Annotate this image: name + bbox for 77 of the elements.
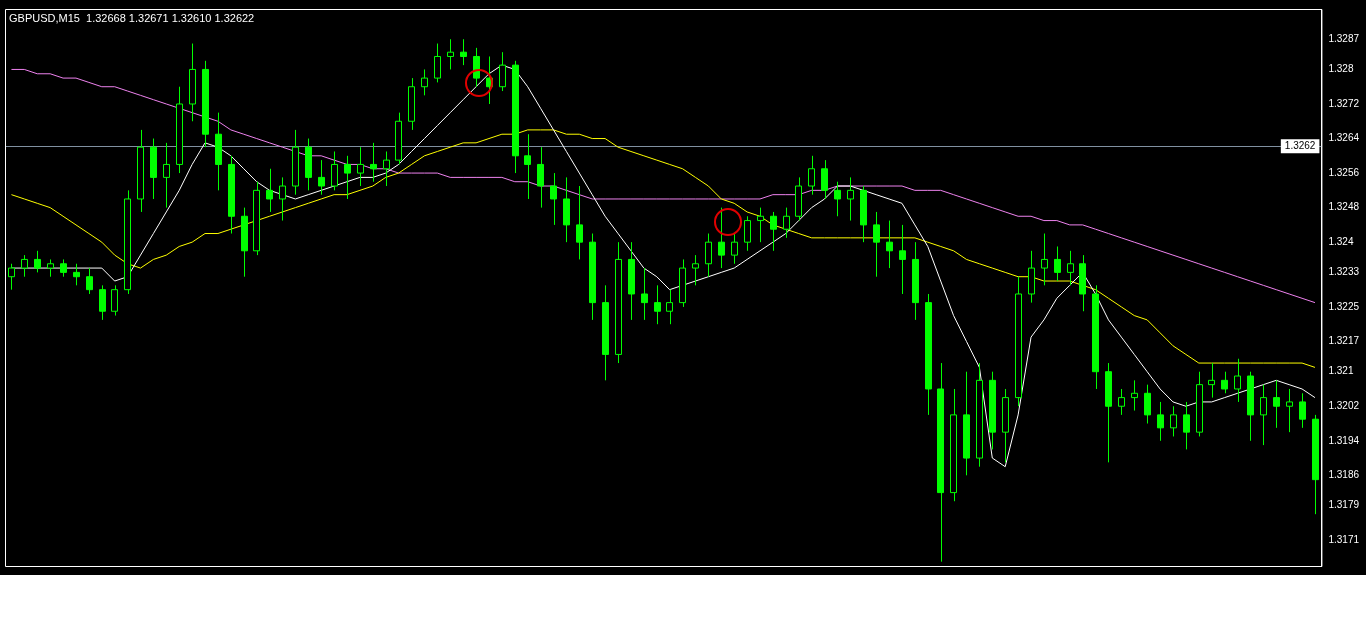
candlestick — [499, 51, 506, 92]
y-tick-label: 1.3233 — [1328, 266, 1360, 278]
y-tick-label: 1.3264 — [1328, 132, 1360, 144]
candlestick — [692, 254, 699, 286]
candlestick — [654, 284, 661, 325]
y-tick-label: 1.3179 — [1328, 499, 1360, 511]
candlestick — [1157, 401, 1164, 442]
candlestick — [783, 207, 790, 239]
candlestick — [757, 207, 764, 243]
candlestick — [1067, 250, 1074, 286]
candlestick — [731, 233, 738, 265]
candlestick — [641, 267, 648, 321]
candlestick — [86, 267, 93, 295]
candlestick — [576, 185, 583, 260]
candlestick — [318, 159, 325, 196]
candlestick — [1286, 388, 1293, 433]
y-tick-label: 1.3202 — [1328, 399, 1360, 411]
candlestick — [447, 38, 454, 70]
candlestick — [847, 176, 854, 222]
candlestick — [705, 233, 712, 278]
candlestick — [357, 146, 364, 187]
y-tick-label: 1.321 — [1328, 365, 1354, 377]
candlestick — [1183, 401, 1190, 450]
candlestick — [73, 263, 80, 286]
candlestick — [1144, 384, 1151, 425]
candlestick — [808, 155, 815, 196]
candlestick — [370, 142, 377, 183]
candlestick — [99, 284, 106, 321]
candlestick — [1041, 233, 1048, 286]
candlestick — [1054, 245, 1061, 282]
candlestick — [1131, 379, 1138, 412]
candlestick — [1118, 388, 1125, 416]
candlestick — [1234, 358, 1241, 403]
ref-line-label: 1.3262 — [1284, 140, 1316, 152]
chart-title: GBPUSD,M15 1.32668 1.32671 1.32610 1.32622 — [9, 11, 255, 24]
candlestick — [266, 168, 273, 213]
candlestick — [834, 181, 841, 217]
y-tick-label: 1.3171 — [1328, 533, 1360, 545]
candlestick — [421, 68, 428, 96]
candlestick — [1273, 379, 1280, 429]
y-tick-label: 1.324 — [1328, 235, 1354, 247]
candlestick — [524, 133, 531, 200]
candlestick — [111, 284, 118, 317]
y-tick-label: 1.3225 — [1328, 300, 1360, 312]
candlestick — [1221, 371, 1228, 394]
candlestick — [821, 159, 828, 200]
candlestick — [770, 211, 777, 252]
y-tick-label: 1.3287 — [1328, 32, 1360, 44]
candlestick — [718, 207, 725, 269]
y-tick-label: 1.3272 — [1328, 97, 1360, 109]
candlestick — [873, 211, 880, 278]
candlestick — [34, 250, 41, 273]
candlestick — [383, 150, 390, 187]
candlestick — [21, 254, 28, 278]
candlestick — [434, 43, 441, 83]
y-tick-label: 1.3256 — [1328, 166, 1360, 178]
candlestick — [666, 289, 673, 325]
candlestick — [1208, 362, 1215, 399]
y-tick-label: 1.328 — [1328, 63, 1354, 75]
y-tick-label: 1.3194 — [1328, 434, 1360, 446]
candlestick — [279, 176, 286, 222]
candlestick — [331, 150, 338, 191]
candlestick — [537, 146, 544, 209]
y-tick-label: 1.3217 — [1328, 335, 1360, 347]
candlestick — [344, 155, 351, 200]
candlestick — [460, 38, 467, 66]
candlestick — [886, 220, 893, 269]
candlestick — [1260, 384, 1267, 446]
candlestick — [163, 142, 170, 209]
candlestick — [550, 172, 557, 226]
candlestick — [899, 224, 906, 295]
candlestick — [1170, 405, 1177, 437]
candlestick — [744, 215, 751, 252]
candlestick — [8, 263, 15, 291]
y-tick-label: 1.3186 — [1328, 469, 1360, 481]
y-tick-label: 1.3248 — [1328, 201, 1360, 213]
candlestick — [1299, 392, 1306, 429]
